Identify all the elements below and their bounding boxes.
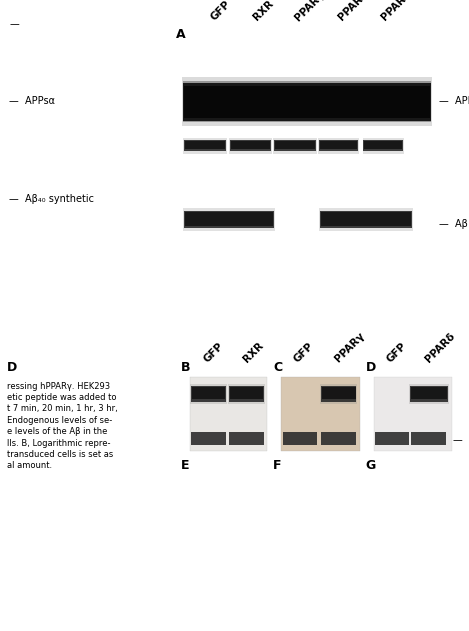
Bar [363,140,403,151]
Text: —  Aβ₄₀ synthetic: — Aβ₄₀ synthetic [9,194,94,204]
Bar [319,140,358,151]
Bar [409,384,449,404]
Bar [374,377,452,451]
Text: —  SP1: — SP1 [453,435,469,445]
Text: GFP: GFP [385,341,408,364]
Text: —  APPsα: — APPsα [9,96,55,106]
Text: A: A [176,28,186,41]
Bar [229,386,264,402]
Bar [230,387,263,399]
Text: F: F [273,459,281,472]
Bar [411,387,447,399]
Text: GFP: GFP [209,0,232,23]
Bar [182,77,432,126]
Bar [184,140,226,151]
Bar [231,141,270,149]
Text: PPARδ: PPARδ [379,0,413,23]
Bar [190,377,267,451]
Bar [320,141,357,149]
Bar [321,432,356,445]
Bar [320,211,412,228]
Text: lls. B, Logarithmic repre-: lls. B, Logarithmic repre- [7,439,111,447]
Bar [275,141,315,149]
Bar [183,83,431,121]
Text: —: — [9,19,19,29]
Bar [185,141,225,149]
Bar [320,384,357,404]
Bar [230,140,271,151]
Bar [185,212,273,226]
Bar [183,138,227,154]
Text: E: E [181,459,189,472]
Text: PPARδ: PPARδ [424,331,457,364]
Text: transduced cells is set as: transduced cells is set as [7,450,113,459]
Text: B: B [181,361,190,374]
Bar [190,384,227,404]
Bar [363,138,404,154]
Text: D: D [7,361,17,374]
Text: PPARα: PPARα [337,0,370,23]
Text: Endogenous levels of se-: Endogenous levels of se- [7,416,112,425]
Bar [183,208,275,231]
Text: G: G [366,459,376,472]
Text: ressing hPPARγ. HEK293: ressing hPPARγ. HEK293 [7,382,110,391]
Text: D: D [366,361,376,374]
Bar [281,377,360,451]
Bar [321,212,411,226]
Text: al amount.: al amount. [7,461,52,470]
Text: GFP: GFP [202,341,225,364]
Text: PPARγ: PPARγ [333,331,366,364]
Text: etic peptide was added to: etic peptide was added to [7,393,116,402]
Text: RXR: RXR [242,340,265,364]
Bar [191,432,226,445]
Text: t 7 min, 20 min, 1 hr, 3 hr,: t 7 min, 20 min, 1 hr, 3 hr, [7,404,118,413]
Bar [228,384,265,404]
Text: RXR: RXR [251,0,275,23]
Bar [375,432,409,445]
Bar [411,432,446,445]
Bar [364,141,402,149]
Bar [318,138,359,154]
Bar [321,386,356,402]
Bar [322,387,356,399]
Text: C: C [273,361,282,374]
Text: GFP: GFP [292,341,316,364]
Text: PPARγ: PPARγ [293,0,326,23]
Bar [184,86,430,118]
Bar [191,386,226,402]
Bar [273,138,317,154]
Bar [410,386,448,402]
Text: —  APPs: — APPs [439,96,469,106]
Bar [183,81,431,122]
Text: e levels of the Aβ in the: e levels of the Aβ in the [7,427,107,436]
Bar [283,432,317,445]
Bar [229,432,264,445]
Bar [184,211,274,228]
Bar [274,140,316,151]
Text: —  Aβ: — Aβ [439,219,468,229]
Bar [192,387,225,399]
Bar [229,138,272,154]
Bar [319,208,413,231]
